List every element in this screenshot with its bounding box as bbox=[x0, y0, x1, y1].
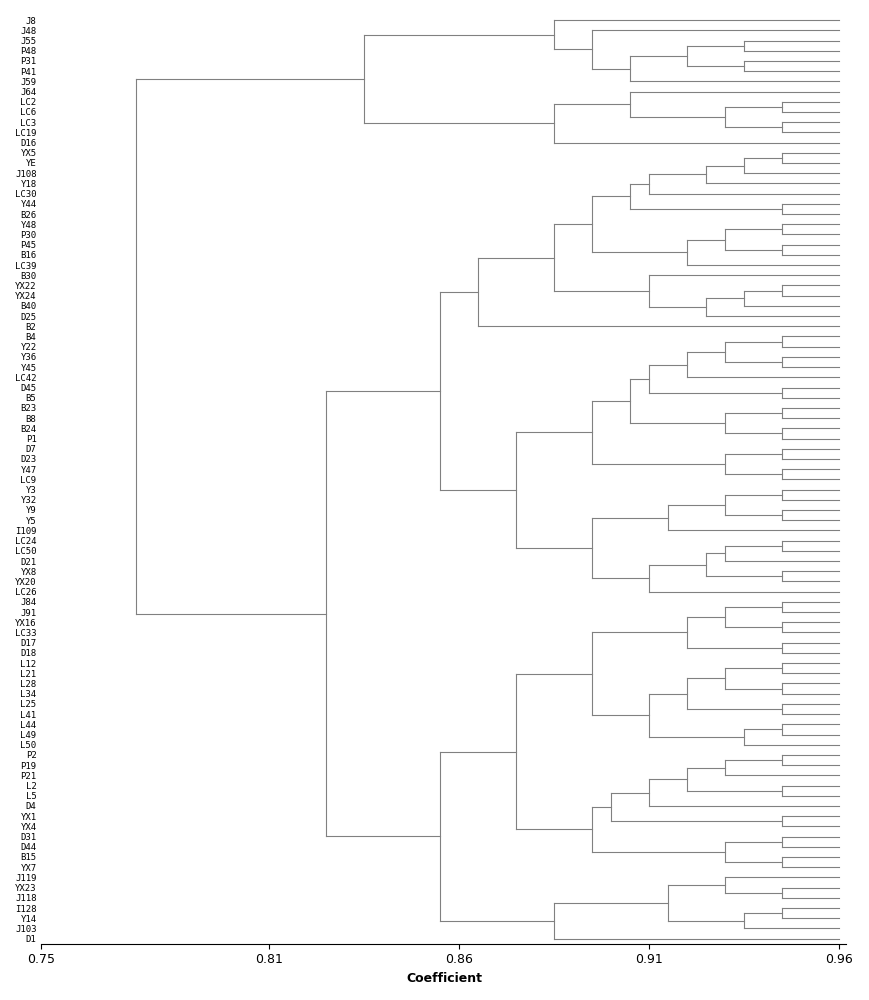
X-axis label: Coefficient: Coefficient bbox=[406, 972, 482, 985]
